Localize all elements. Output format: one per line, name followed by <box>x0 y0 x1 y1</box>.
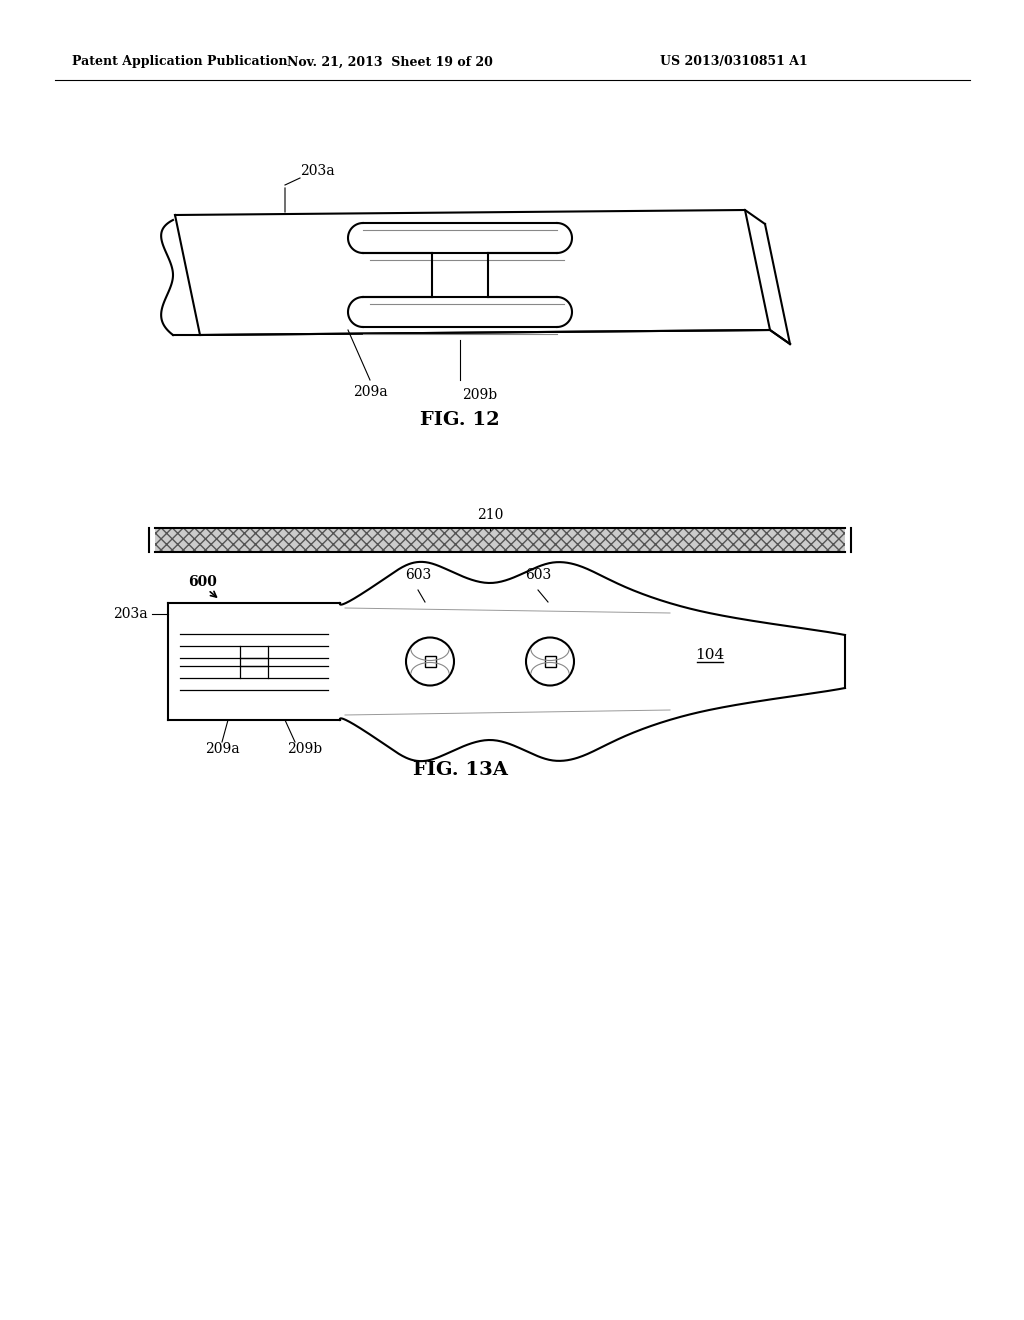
Text: Nov. 21, 2013  Sheet 19 of 20: Nov. 21, 2013 Sheet 19 of 20 <box>287 55 493 69</box>
Text: Patent Application Publication: Patent Application Publication <box>72 55 288 69</box>
Text: US 2013/0310851 A1: US 2013/0310851 A1 <box>660 55 808 69</box>
Bar <box>155 528 845 552</box>
Text: 209b: 209b <box>462 388 497 403</box>
Text: 203a: 203a <box>300 164 335 178</box>
Bar <box>545 656 555 667</box>
Text: 209a: 209a <box>205 742 240 756</box>
Text: 603: 603 <box>404 568 431 582</box>
Text: 104: 104 <box>695 648 725 663</box>
Text: 209b: 209b <box>288 742 323 756</box>
Text: FIG. 13A: FIG. 13A <box>413 762 508 779</box>
Text: 203a: 203a <box>114 607 148 620</box>
Text: 210: 210 <box>477 508 503 521</box>
Bar <box>425 656 435 667</box>
Text: 209a: 209a <box>352 385 387 399</box>
Text: FIG. 12: FIG. 12 <box>420 411 500 429</box>
Text: 600: 600 <box>188 576 217 589</box>
Text: 603: 603 <box>525 568 551 582</box>
